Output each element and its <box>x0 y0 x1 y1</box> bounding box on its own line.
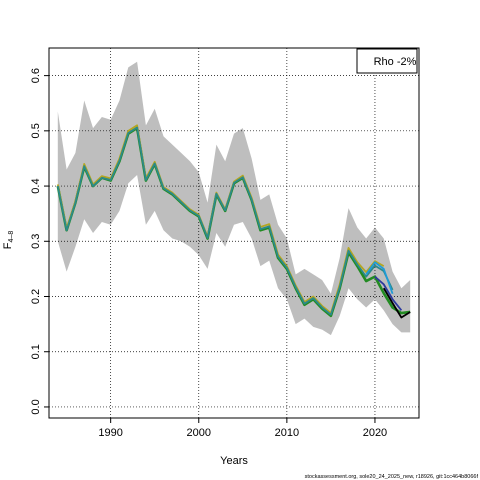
y-tick-label: 0.4 <box>30 178 42 193</box>
series-line-5 <box>374 275 403 311</box>
series-line-3 <box>56 126 394 316</box>
y-tick-label: 0.5 <box>30 123 42 138</box>
x-tick-label: 2000 <box>187 427 211 439</box>
y-tick-label: 0.3 <box>30 234 42 249</box>
grid-layer <box>49 48 419 418</box>
series-line-4 <box>365 261 394 295</box>
y-axis: 0.0 0.1 0.2 0.3 0.4 0.5 0.6 <box>30 68 49 415</box>
y-axis-title-main: F <box>2 242 14 249</box>
x-axis: 1990 2000 2010 2020 <box>98 418 387 439</box>
x-tick-label: 1990 <box>98 427 122 439</box>
y-tick-label: 0.0 <box>30 399 42 414</box>
plot-frame <box>48 47 420 419</box>
y-tick-label: 0.2 <box>30 289 42 304</box>
y-axis-title-sub: 4–8 <box>8 231 15 243</box>
legend: Rho -2% <box>356 48 418 74</box>
series-line-6 <box>382 287 411 319</box>
y-tick-label: 0.6 <box>30 68 42 83</box>
x-tick-label: 2020 <box>363 427 387 439</box>
legend-text: Rho -2% <box>374 56 417 68</box>
x-tick-label: 2010 <box>275 427 299 439</box>
y-axis-title: F4–8 <box>2 231 15 250</box>
y-tick-label: 0.1 <box>30 344 42 359</box>
confidence-band-layer <box>57 61 411 336</box>
series-layer <box>56 124 411 319</box>
confidence-band <box>57 61 411 336</box>
footer-credit: stockassessment.org, sole20_24_2025_new,… <box>305 474 479 480</box>
x-axis-title: Years <box>220 455 248 467</box>
legend-box <box>356 48 418 74</box>
